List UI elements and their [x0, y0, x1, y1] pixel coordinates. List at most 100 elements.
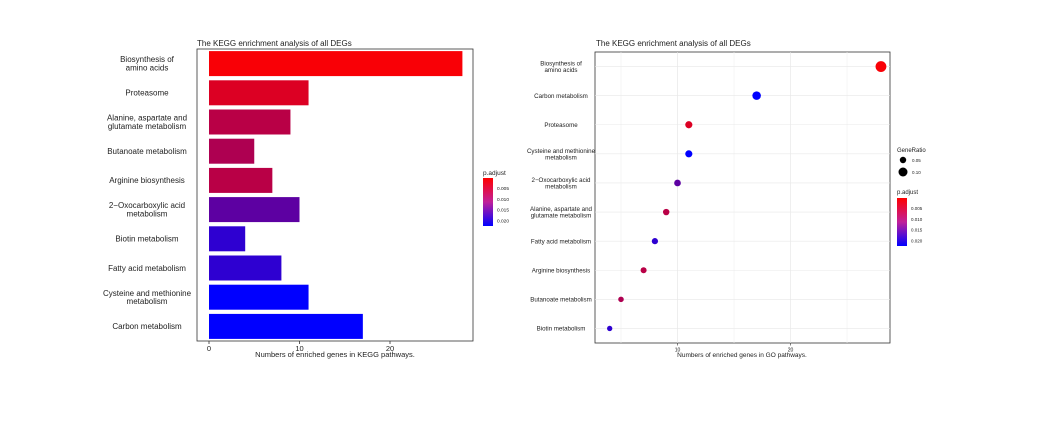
dot-size-legend-title: GeneRatio: [897, 148, 926, 154]
dot-legend-colorbar: [897, 198, 907, 246]
dot-size-legend-label-large: 0.10: [912, 170, 921, 175]
bar-legend-tick-1: 0.005: [497, 186, 509, 192]
bar-category-label-1-line-0: Biosynthesis of: [120, 55, 175, 64]
dot-legend-tick-1: 0.005: [911, 206, 923, 211]
dot-color-legend: p.adjust 0.005 0.010 0.015 0.020: [897, 190, 923, 246]
dot-size-legend: GeneRatio 0.05 0.10: [897, 148, 926, 177]
dot-legend-tick-4: 0.020: [911, 238, 923, 243]
bar-4: [209, 138, 255, 164]
dot-x-tick-label-20: 20: [788, 348, 794, 354]
bar-category-label-4: Butanoate metabolism: [107, 147, 187, 156]
bar-5: [209, 167, 273, 193]
dot-category-label-9: Butanoate metabolism: [530, 297, 592, 304]
dot-legend-ticks: 0.005 0.010 0.015 0.020: [911, 206, 923, 243]
bar-x-axis-label: Numbers of enriched genes in KEGG pathwa…: [255, 350, 415, 359]
bar-layer: [209, 51, 463, 339]
dot-category-label-6-line-1: glutamate metabolism: [531, 212, 592, 219]
bar-legend-title: p.adjust: [483, 170, 506, 177]
dot-size-legend-label-small: 0.05: [912, 158, 921, 163]
bar-2: [209, 80, 309, 106]
dot-category-label-10: Biotin metabolism: [537, 326, 586, 333]
bar-category-label-3-line-1: glutamate metabolism: [108, 122, 187, 131]
bar-7: [209, 226, 246, 252]
bar-x-axis: 0 10 20: [207, 341, 394, 353]
bar-x-tick-label-0: 0: [207, 344, 211, 353]
bar-category-label-2-line-0: Proteasome: [125, 89, 169, 98]
dot-color-legend-title: p.adjust: [897, 190, 918, 196]
bar-category-label-7: Biotin metabolism: [115, 235, 178, 244]
bar-category-label-2: Proteasome: [125, 89, 169, 98]
bar-1: [209, 51, 463, 77]
dot-category-label-3: Proteasome: [544, 122, 578, 129]
bar-category-label-10-line-0: Carbon metabolism: [112, 322, 182, 331]
dot-category-label-2: Carbon metabolism: [534, 93, 588, 100]
dot-chart-title: The KEGG enrichment analysis of all DEGs: [596, 39, 751, 48]
dot-category-label-3-line-0: Proteasome: [544, 122, 578, 129]
dot-category-label-10-line-0: Biotin metabolism: [537, 326, 586, 333]
bar-color-legend: p.adjust 0.005 0.010 0.015 0.020: [483, 170, 509, 226]
bar-legend-ticks: 0.005 0.010 0.015 0.020: [497, 186, 509, 224]
dot-3: [685, 121, 693, 129]
dot-size-legend-small: [899, 156, 907, 164]
dot-1: [875, 61, 887, 72]
dot-category-label-2-line-0: Carbon metabolism: [534, 93, 588, 100]
dot-category-label-8: Arginine biosynthesis: [532, 267, 590, 274]
bar-category-label-1-line-1: amino acids: [126, 64, 169, 73]
dot-category-label-7-line-0: Fatty acid metabolism: [531, 238, 591, 245]
bar-category-label-6-line-0: 2−Oxocarboxylic acid: [109, 201, 185, 210]
dot-category-label-9-line-0: Butanoate metabolism: [530, 297, 592, 304]
bar-category-label-4-line-0: Butanoate metabolism: [107, 147, 187, 156]
bar-category-label-8-line-0: Fatty acid metabolism: [108, 264, 186, 273]
dot-category-label-8-line-0: Arginine biosynthesis: [532, 267, 590, 274]
bar-legend-tick-4: 0.020: [497, 218, 509, 224]
dot-10: [607, 325, 613, 332]
bar-3: [209, 109, 291, 135]
bar-10: [209, 313, 363, 339]
dot-legend-tick-3: 0.015: [911, 228, 923, 233]
bar-legend-tick-2: 0.010: [497, 197, 509, 203]
dot-legend-tick-2: 0.010: [911, 217, 923, 222]
bar-x-tick-label-10: 10: [295, 344, 303, 353]
bar-chart-title: The KEGG enrichment analysis of all DEGs: [197, 39, 352, 48]
dot-6: [662, 208, 670, 216]
dot-7: [651, 238, 659, 245]
bar-category-label-8: Fatty acid metabolism: [108, 264, 186, 273]
dot-2: [752, 91, 761, 100]
bar-chart: The KEGG enrichment analysis of all DEGs…: [103, 39, 509, 359]
dot-x-tick-label-10: 10: [675, 348, 681, 354]
bar-category-label-9-line-1: metabolism: [127, 297, 168, 306]
bar-category-label-9-line-0: Cysteine and methionine: [103, 289, 192, 298]
dot-category-label-4-line-1: metabolism: [545, 154, 577, 161]
bar-6: [209, 197, 300, 223]
dot-category-label-1-line-1: amino acids: [544, 67, 577, 74]
dot-layer: [607, 61, 887, 332]
dot-category-label-7: Fatty acid metabolism: [531, 238, 591, 245]
bar-legend-tick-3: 0.015: [497, 208, 509, 214]
bar-x-tick-label-20: 20: [386, 344, 394, 353]
bar-category-label-3-line-0: Alanine, aspartate and: [107, 114, 187, 123]
bar-8: [209, 255, 282, 281]
bar-category-label-5-line-0: Arginine biosynthesis: [109, 176, 185, 185]
dot-x-axis-label: Numbers of enriched genes in GO pathways…: [677, 352, 807, 359]
bar-legend-colorbar: [483, 178, 493, 226]
dot-category-label-1-line-0: Biosynthesis of: [540, 60, 582, 67]
dot-size-legend-large: [898, 167, 908, 177]
bar-category-label-5: Arginine biosynthesis: [109, 176, 185, 185]
dot-5: [674, 179, 681, 187]
dot-plot-panel: [594, 51, 891, 344]
dot-8: [640, 267, 647, 274]
dot-category-label-5-line-1: metabolism: [545, 183, 577, 190]
dot-category-label-6-line-0: Alanine, aspartate and: [530, 206, 592, 213]
dot-chart: The KEGG enrichment analysis of all DEGs…: [527, 39, 926, 359]
bar-9: [209, 284, 309, 310]
